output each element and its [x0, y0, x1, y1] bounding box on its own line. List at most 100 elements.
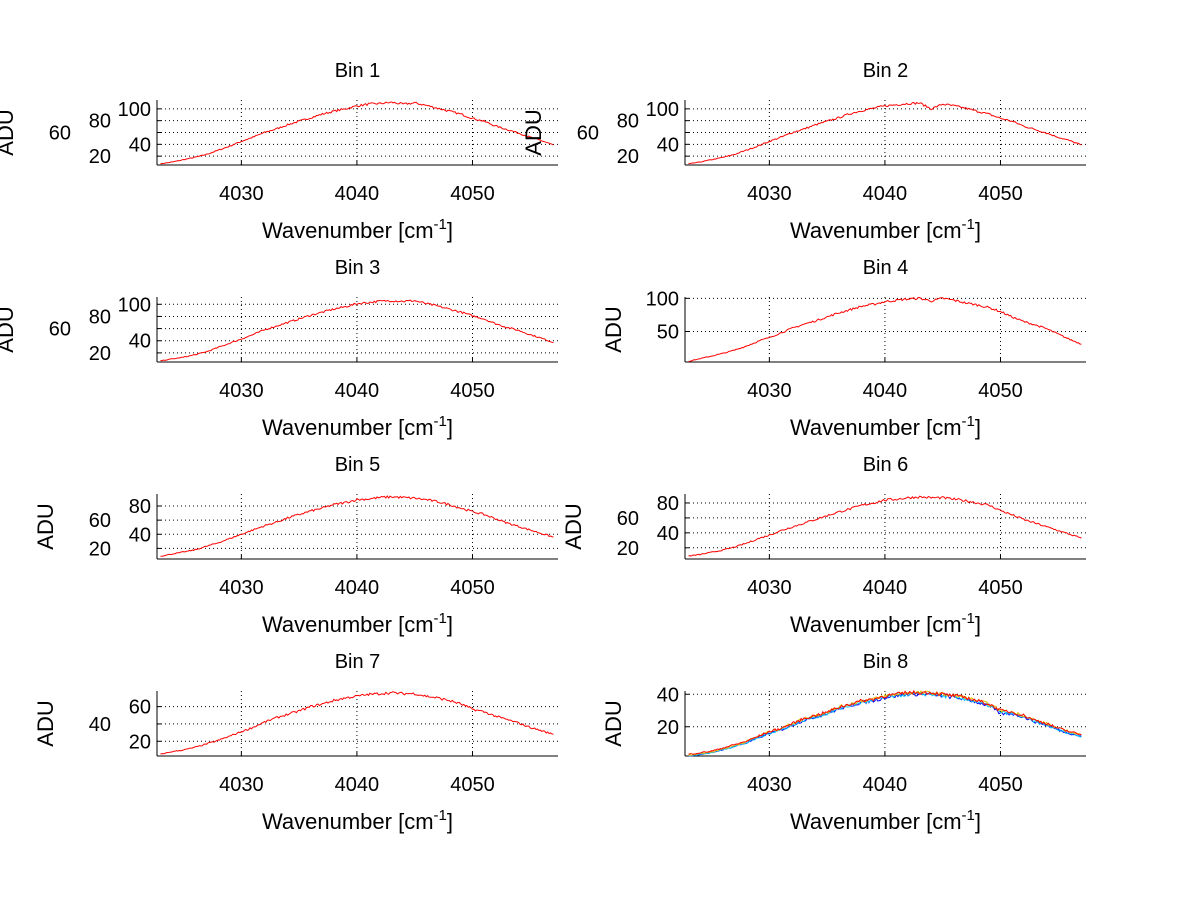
subplot-7: 4030 4040 4050 20 40 60 Bin 7 Wavenumber [cm-1]… [33, 651, 558, 834]
data-line-series-red [688, 689, 1082, 755]
y-axis-label: ADU [33, 700, 58, 746]
x-tick-label: 4040 [863, 774, 908, 796]
x-label-end: ] [447, 415, 453, 440]
y-tick-label: 80 [89, 111, 111, 133]
x-label-text: Wavenumber [cm [790, 612, 962, 637]
x-label-text: Wavenumber [cm [262, 415, 434, 440]
x-label-text: Wavenumber [cm [262, 218, 434, 243]
y-axis-label: ADU [601, 700, 626, 746]
y-tick-label: 20 [617, 538, 639, 560]
y-tick-label: 40 [129, 134, 151, 156]
subplot-title: Bin 6 [863, 454, 909, 476]
y-tick-label: 100 [118, 294, 151, 316]
x-tick-label: 4030 [219, 774, 264, 796]
x-label-text: Wavenumber [cm [790, 218, 962, 243]
x-tick-label: 4050 [978, 577, 1023, 599]
y-axis-label: ADU [601, 306, 626, 352]
y-tick-label: 60 [129, 697, 151, 719]
x-tick-label: 4030 [747, 380, 792, 402]
subplot-title: Bin 3 [335, 257, 381, 279]
y-tick-label: 80 [657, 493, 679, 515]
x-tick-label: 4050 [450, 380, 495, 402]
y-tick-label: 100 [646, 99, 679, 121]
data-line-bin6 [688, 495, 1082, 557]
subplot-2: 4030 4040 4050 20 40 60 80 100 Bin 2 Wavenumber [… [521, 60, 1086, 243]
subplot-6: 4030 4040 4050 20 40 60 80 Bin 6 Wavenumber [cm-… [561, 454, 1086, 637]
x-label-superscript: -1 [962, 413, 975, 430]
y-tick-label: 60 [577, 123, 599, 145]
x-axis-label: Wavenumber [cm-1] [790, 807, 981, 834]
x-label-text: Wavenumber [cm [262, 612, 434, 637]
y-tick-label: 60 [89, 510, 111, 532]
subplot-8: 4030 4040 4050 20 40 Bin 8 Wavenumber [cm-1] AD… [601, 651, 1086, 834]
y-tick-label: 20 [89, 538, 111, 560]
y-tick-label: 40 [89, 714, 111, 736]
subplot-title: Bin 2 [863, 60, 909, 82]
y-tick-label: 40 [657, 523, 679, 545]
y-tick-label: 60 [49, 123, 71, 145]
x-label-text: Wavenumber [cm [790, 809, 962, 834]
x-label-end: ] [447, 218, 453, 243]
x-tick-label: 4050 [978, 774, 1023, 796]
data-line-bin5 [160, 495, 554, 557]
x-tick-label: 4040 [863, 577, 908, 599]
x-tick-label: 4040 [335, 774, 380, 796]
x-tick-label: 4030 [219, 577, 264, 599]
x-tick-label: 4040 [863, 183, 908, 205]
y-tick-label: 100 [646, 288, 679, 310]
data-line-bin2 [688, 101, 1082, 165]
x-label-superscript: -1 [962, 807, 975, 824]
x-tick-label: 4040 [863, 380, 908, 402]
x-label-text: Wavenumber [cm [262, 809, 434, 834]
y-axis-label: ADU [521, 109, 546, 155]
x-tick-label: 4030 [747, 577, 792, 599]
subplot-5: 4030 4040 4050 20 40 60 80 Bin 5 Wavenumber [cm-… [33, 454, 558, 637]
data-line-series-cyan [688, 691, 1082, 757]
subplot-1: 4030 4040 4050 20 40 60 80 100 Bin 1 Wavenumber [… [0, 60, 558, 243]
x-label-superscript: -1 [434, 610, 447, 627]
x-axis-label: Wavenumber [cm-1] [790, 216, 981, 243]
x-tick-label: 4050 [450, 183, 495, 205]
subplot-title: Bin 7 [335, 651, 381, 673]
x-label-superscript: -1 [962, 610, 975, 627]
x-label-superscript: -1 [434, 216, 447, 233]
x-axis-label: Wavenumber [cm-1] [262, 807, 453, 834]
data-line-series-blue [688, 692, 1082, 757]
y-tick-label: 20 [657, 717, 679, 739]
x-label-end: ] [975, 612, 981, 637]
x-tick-label: 4030 [219, 380, 264, 402]
y-tick-label: 60 [617, 508, 639, 530]
y-tick-label: 40 [129, 331, 151, 353]
y-tick-label: 20 [89, 343, 111, 365]
y-axis-label: ADU [0, 109, 18, 155]
subplot-title: Bin 8 [863, 651, 909, 673]
data-line-bin3 [160, 299, 554, 362]
x-tick-label: 4050 [978, 183, 1023, 205]
x-label-end: ] [447, 612, 453, 637]
x-label-superscript: -1 [434, 807, 447, 824]
x-label-end: ] [447, 809, 453, 834]
data-line-bin4 [688, 296, 1082, 362]
x-label-end: ] [975, 415, 981, 440]
y-axis-label: ADU [0, 306, 18, 352]
y-tick-label: 80 [617, 111, 639, 133]
y-tick-label: 40 [657, 684, 679, 706]
y-tick-label: 80 [89, 306, 111, 328]
x-label-superscript: -1 [962, 216, 975, 233]
y-tick-label: 20 [129, 731, 151, 753]
x-tick-label: 4030 [219, 183, 264, 205]
y-tick-label: 50 [657, 321, 679, 343]
x-axis-label: Wavenumber [cm-1] [262, 216, 453, 243]
x-tick-label: 4040 [335, 183, 380, 205]
x-axis-label: Wavenumber [cm-1] [790, 610, 981, 637]
x-axis-label: Wavenumber [cm-1] [790, 413, 981, 440]
subplot-4: 4030 4040 4050 50 100 Bin 4 Wavenumber [cm-1] A… [601, 257, 1086, 440]
x-tick-label: 4050 [978, 380, 1023, 402]
x-label-end: ] [975, 218, 981, 243]
y-tick-label: 60 [49, 319, 71, 341]
y-tick-label: 20 [89, 146, 111, 168]
y-tick-label: 20 [617, 146, 639, 168]
x-tick-label: 4040 [335, 380, 380, 402]
x-tick-label: 4040 [335, 577, 380, 599]
x-label-superscript: -1 [434, 413, 447, 430]
